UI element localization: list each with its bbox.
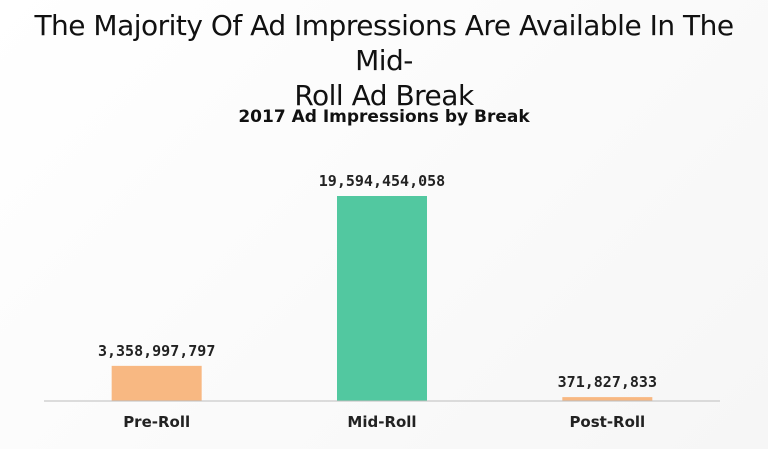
tick-label-mid-roll: Mid-Roll <box>347 413 416 431</box>
slide-title-line-1: The Majority Of Ad Impressions Are Avail… <box>34 9 734 77</box>
slide-title-line-2: Roll Ad Break <box>294 79 474 112</box>
bar-mid-roll <box>337 196 427 401</box>
tick-label-pre-roll: Pre-Roll <box>123 413 190 431</box>
data-label-post-roll: 371,827,833 <box>558 373 657 391</box>
bar-post-roll <box>562 397 653 401</box>
bar-pre-roll <box>111 365 202 401</box>
chart-title: 2017 Ad Impressions by Break <box>238 107 530 127</box>
data-label-mid-roll: 19,594,454,058 <box>319 172 445 190</box>
data-label-pre-roll: 3,358,997,797 <box>98 342 215 360</box>
tick-label-post-roll: Post-Roll <box>569 413 645 431</box>
slide-title: The Majority Of Ad Impressions Are Avail… <box>20 8 748 113</box>
